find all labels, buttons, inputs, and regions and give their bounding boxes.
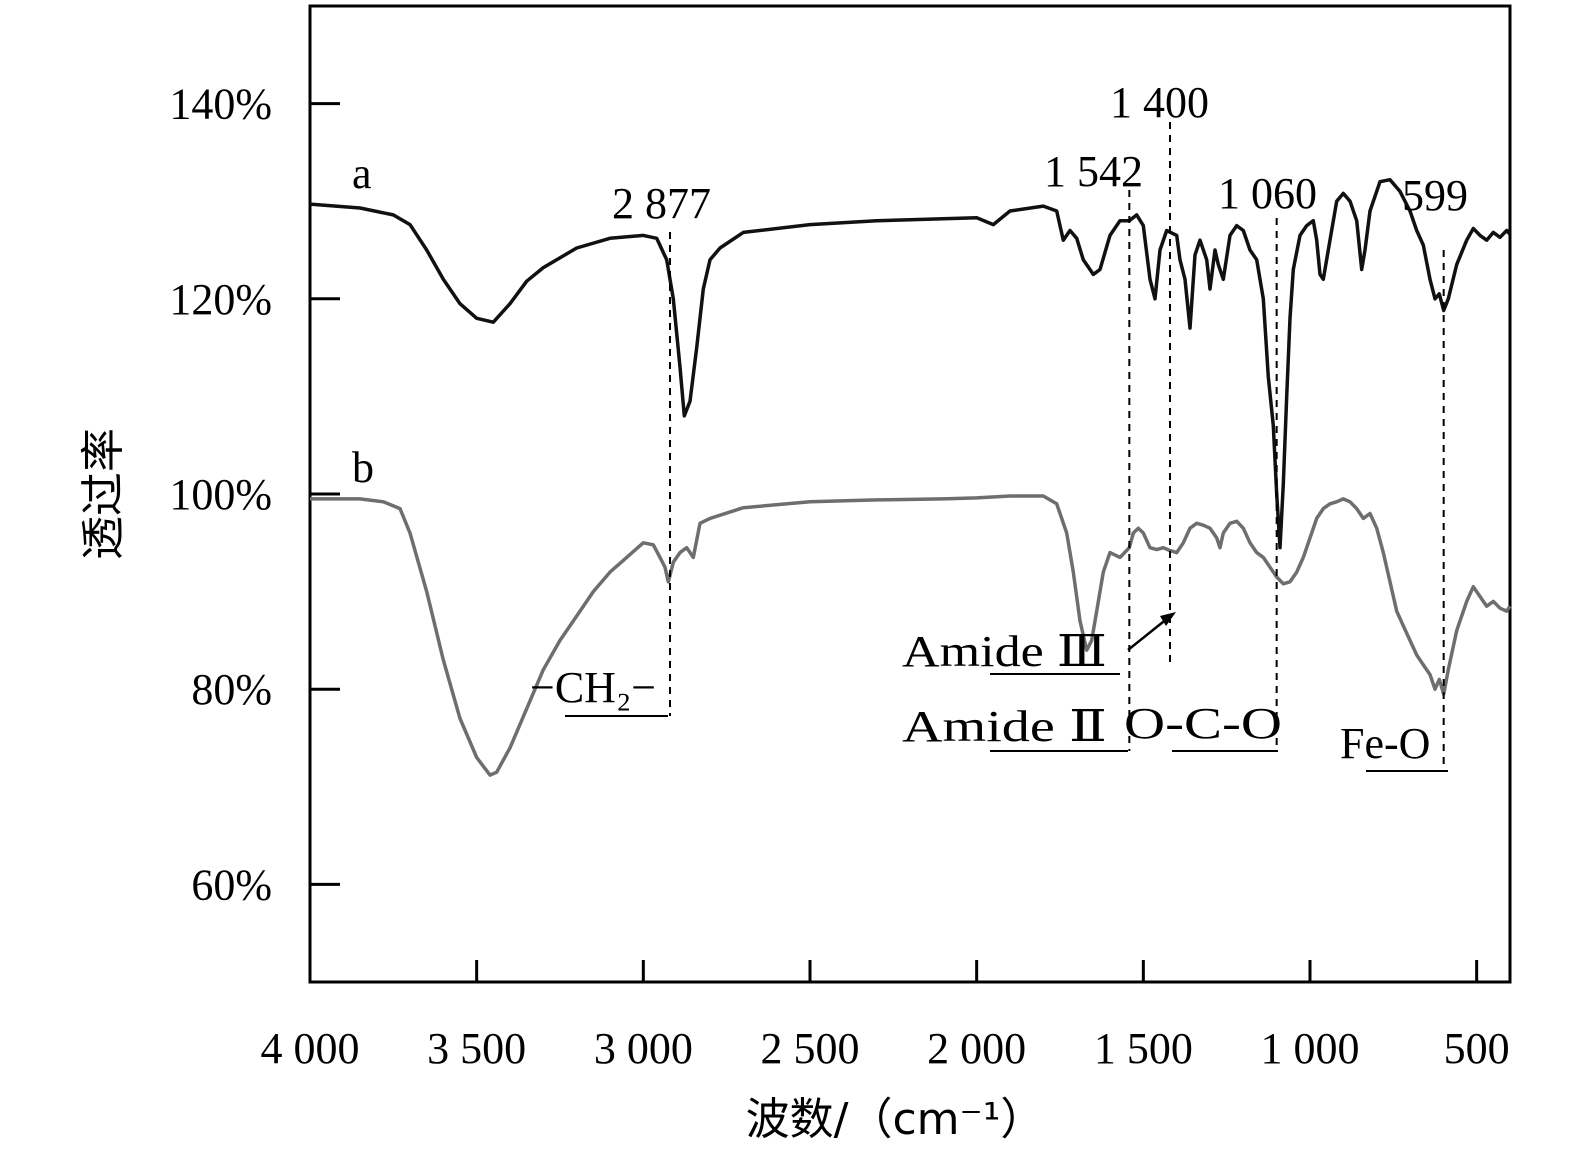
peak-label-1542: 1 542 [1044,147,1143,196]
x-tick-label: 3 500 [427,1024,526,1073]
y-tick-label: 120% [169,275,272,324]
peak-label-2877: 2 877 [612,179,711,228]
series-label-a: a [352,149,372,198]
x-tick-label: 500 [1444,1024,1510,1073]
x-tick-label: 2 000 [927,1024,1026,1073]
group-label-oco: O-C-O [1124,699,1282,748]
marker-lines [669,122,1445,771]
y-tick-label: 60% [191,860,272,909]
series-line-b [310,494,1512,777]
x-tick-label: 1 000 [1261,1024,1360,1073]
group-label-feo: Fe-O [1340,719,1430,768]
x-tick-label: 1 500 [1094,1024,1193,1073]
series-layer [309,177,1512,777]
x-tick-label: 3 000 [594,1024,693,1073]
peak-label-599: 599 [1402,171,1468,220]
peak-label-1060: 1 060 [1218,169,1317,218]
y-tick-label: 80% [191,665,272,714]
x-tick-label: 4 000 [261,1024,360,1073]
y-tick-label: 100% [169,470,272,519]
plot-frame [308,4,1512,984]
group-label-ch2: −CH₂− [530,663,656,712]
amide3-arrow [1127,617,1169,651]
x-axis-title: 波数/（cm⁻¹） [746,1094,1045,1145]
group-label-amide2: Amide Ⅱ [902,702,1107,751]
x-axis-ticks: 4 000 3 500 3 000 2 500 2 000 1 500 1 000 500 [261,960,1510,1073]
y-tick-label: 140% [169,80,272,129]
y-axis-ticks: 60% 80% 100% 120% 140% [169,80,340,909]
y-axis-title: 透过率 [78,428,129,560]
x-tick-label: 2 500 [761,1024,860,1073]
group-label-amide3: Amide Ⅲ [902,627,1107,676]
amide3-arrowhead [1160,612,1176,626]
series-label-b: b [352,443,374,492]
series-line-a [309,177,1512,550]
peak-label-1400: 1 400 [1110,78,1209,127]
